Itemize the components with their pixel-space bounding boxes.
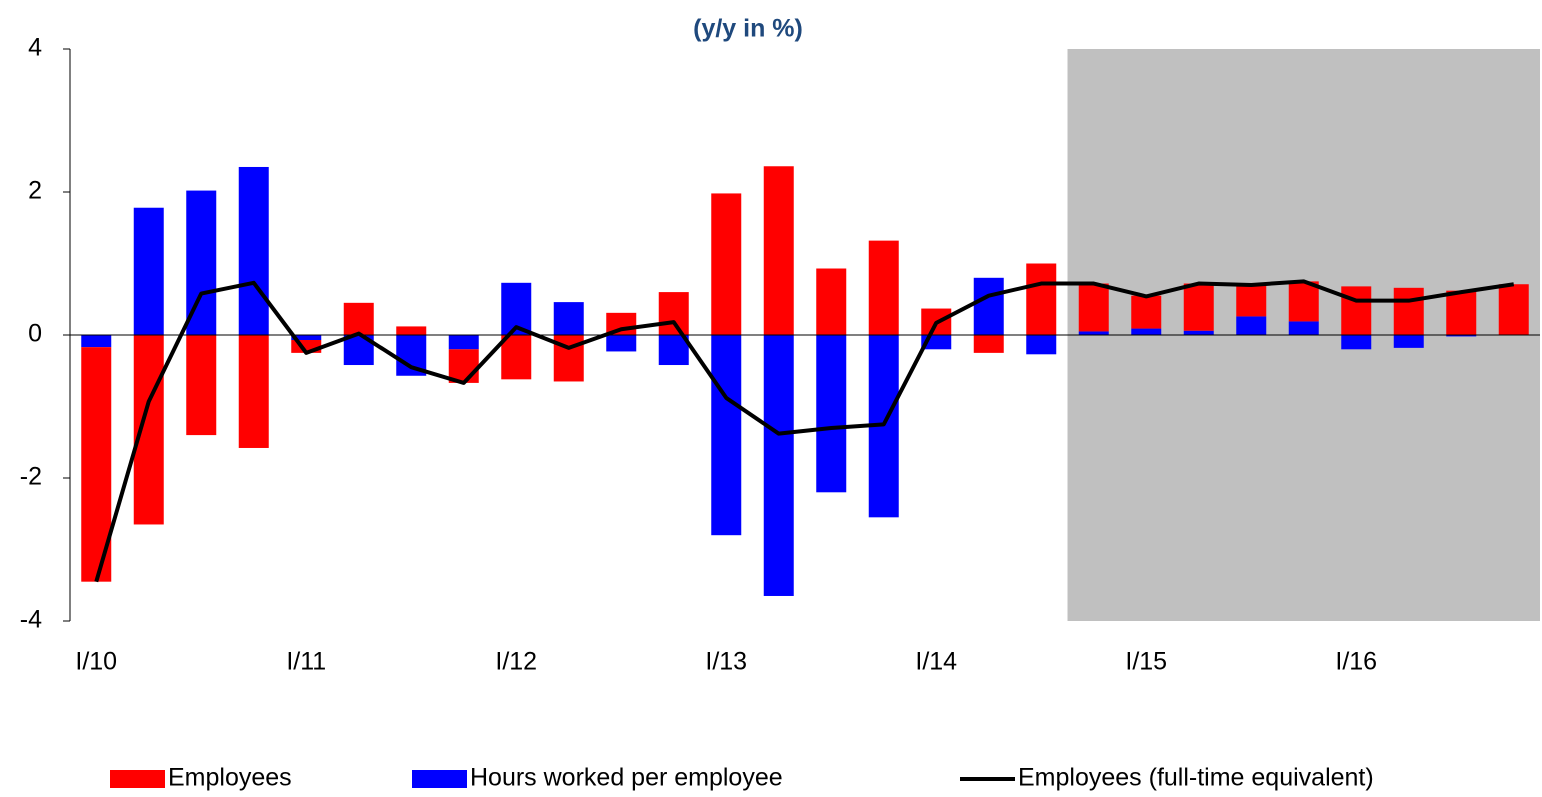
bar <box>448 349 479 383</box>
bar <box>763 335 794 596</box>
y-tick-label: -2 <box>20 463 42 491</box>
bar <box>343 302 374 335</box>
bar <box>1341 335 1372 350</box>
bar <box>1026 263 1057 335</box>
bar <box>816 268 847 335</box>
bar <box>448 335 479 350</box>
bar <box>1131 328 1162 335</box>
bar <box>1393 287 1424 335</box>
bar <box>658 292 689 335</box>
bar <box>763 166 794 335</box>
bar <box>1026 335 1057 355</box>
y-tick-label: 4 <box>28 34 42 62</box>
bar <box>81 335 112 348</box>
bar <box>553 302 584 335</box>
bar <box>816 335 847 493</box>
bar <box>133 207 164 335</box>
x-tick-label: I/15 <box>1125 648 1167 676</box>
bar <box>973 335 1004 353</box>
bar <box>1131 295 1162 329</box>
bar <box>1236 284 1267 317</box>
bar <box>1393 335 1424 348</box>
bar <box>1078 331 1109 335</box>
bar <box>238 166 269 335</box>
bar <box>868 240 899 335</box>
line <box>94 279 1515 583</box>
y-tick-label: 2 <box>28 177 42 205</box>
bar <box>1236 316 1267 335</box>
bar <box>1446 335 1477 337</box>
bar <box>711 193 742 335</box>
bar <box>711 335 742 536</box>
bar <box>396 326 427 335</box>
bar <box>501 335 532 380</box>
x-tick-label: I/12 <box>495 648 537 676</box>
legend-label: Employees <box>168 764 292 792</box>
legend-label: Employees (full-time equivalent) <box>1018 764 1374 792</box>
bar <box>1078 283 1109 332</box>
bar <box>1446 290 1477 335</box>
y-tick-label: 0 <box>28 320 42 348</box>
bar <box>1183 330 1214 335</box>
bar <box>973 277 1004 335</box>
x-tick-label: I/14 <box>915 648 957 676</box>
bar <box>1288 321 1319 335</box>
legend-swatch <box>110 770 165 788</box>
x-tick-label: I/11 <box>286 648 326 676</box>
y-tick-label: -4 <box>20 606 42 634</box>
bar <box>1183 283 1214 331</box>
legend-label: Hours worked per employee <box>470 764 783 792</box>
x-tick-label: I/16 <box>1335 648 1377 676</box>
bar <box>1341 286 1372 335</box>
x-tick-label: I/10 <box>75 648 117 676</box>
bar <box>1498 284 1529 335</box>
bar <box>133 335 164 525</box>
bar <box>186 335 217 436</box>
x-tick-label: I/13 <box>705 648 747 676</box>
bar <box>238 335 269 448</box>
chart-title: (y/y in %) <box>693 15 803 43</box>
bar <box>1288 281 1319 322</box>
bar <box>291 335 322 341</box>
bar <box>606 335 637 352</box>
legend-swatch <box>412 770 467 788</box>
